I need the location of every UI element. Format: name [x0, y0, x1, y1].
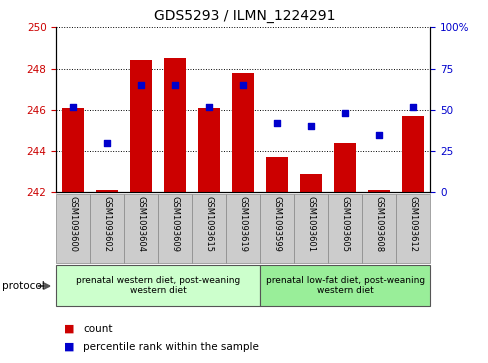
- Bar: [265, 157, 288, 192]
- Point: [341, 110, 348, 116]
- Text: GSM1093608: GSM1093608: [374, 196, 383, 252]
- Text: GSM1093602: GSM1093602: [102, 196, 112, 252]
- Point: [103, 140, 111, 146]
- Text: prenatal low-fat diet, post-weaning
western diet: prenatal low-fat diet, post-weaning west…: [265, 276, 424, 295]
- Text: GSM1093604: GSM1093604: [137, 196, 145, 252]
- Text: GSM1093619: GSM1093619: [238, 196, 247, 252]
- Text: GSM1093605: GSM1093605: [340, 196, 349, 252]
- Bar: [402, 116, 424, 192]
- Bar: [367, 190, 389, 192]
- Text: count: count: [83, 323, 112, 334]
- Point: [171, 82, 179, 88]
- Bar: [158, 194, 192, 263]
- Bar: [56, 265, 260, 306]
- Bar: [327, 194, 362, 263]
- Bar: [260, 194, 294, 263]
- Text: GSM1093609: GSM1093609: [170, 196, 180, 252]
- Text: GDS5293 / ILMN_1224291: GDS5293 / ILMN_1224291: [153, 9, 335, 23]
- Text: GSM1093599: GSM1093599: [272, 196, 281, 252]
- Bar: [192, 194, 226, 263]
- Text: GSM1093600: GSM1093600: [69, 196, 78, 252]
- Bar: [62, 108, 84, 192]
- Text: percentile rank within the sample: percentile rank within the sample: [83, 342, 259, 352]
- Bar: [56, 194, 90, 263]
- Point: [205, 103, 213, 109]
- Text: GSM1093615: GSM1093615: [204, 196, 213, 252]
- Bar: [362, 194, 395, 263]
- Bar: [260, 265, 429, 306]
- Point: [239, 82, 246, 88]
- Text: ■: ■: [63, 342, 74, 352]
- Point: [307, 123, 315, 129]
- Text: prenatal western diet, post-weaning
western diet: prenatal western diet, post-weaning west…: [76, 276, 240, 295]
- Point: [69, 103, 77, 109]
- Text: protocol: protocol: [2, 281, 45, 291]
- Bar: [232, 73, 254, 192]
- Bar: [198, 108, 220, 192]
- Bar: [334, 143, 356, 192]
- Bar: [90, 194, 124, 263]
- Bar: [300, 174, 322, 192]
- Text: GSM1093612: GSM1093612: [408, 196, 417, 252]
- Point: [408, 103, 416, 109]
- Point: [273, 120, 281, 126]
- Bar: [96, 190, 118, 192]
- Bar: [294, 194, 327, 263]
- Bar: [395, 194, 429, 263]
- Point: [375, 132, 383, 138]
- Text: ■: ■: [63, 323, 74, 334]
- Bar: [124, 194, 158, 263]
- Bar: [130, 60, 152, 192]
- Bar: [164, 58, 186, 192]
- Bar: [226, 194, 260, 263]
- Text: GSM1093601: GSM1093601: [306, 196, 315, 252]
- Point: [137, 82, 145, 88]
